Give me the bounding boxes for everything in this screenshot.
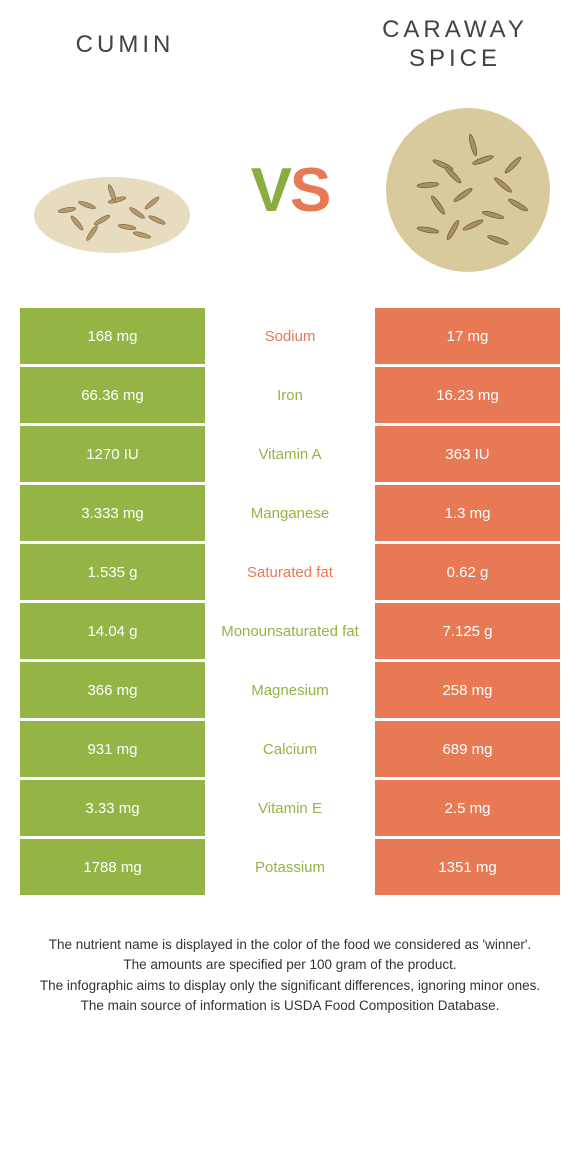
value-right: 1351 mg bbox=[375, 839, 560, 895]
vs-s: S bbox=[290, 156, 329, 225]
value-right: 2.5 mg bbox=[375, 780, 560, 836]
vs-v: V bbox=[251, 156, 290, 225]
nutrient-label: Saturated fat bbox=[205, 544, 375, 600]
value-right: 17 mg bbox=[375, 308, 560, 364]
value-right: 16.23 mg bbox=[375, 367, 560, 423]
images-row: VS bbox=[0, 90, 580, 290]
value-right: 689 mg bbox=[375, 721, 560, 777]
value-right: 363 IU bbox=[375, 426, 560, 482]
title-left: CUMIN bbox=[0, 31, 250, 60]
nutrient-label: Monounsaturated fat bbox=[205, 603, 375, 659]
value-left: 3.333 mg bbox=[20, 485, 205, 541]
table-row: 66.36 mgIron16.23 mg bbox=[20, 367, 560, 423]
footer-l3: The infographic aims to display only the… bbox=[30, 976, 550, 996]
value-left: 1788 mg bbox=[20, 839, 205, 895]
table-row: 366 mgMagnesium258 mg bbox=[20, 662, 560, 718]
table-row: 931 mgCalcium689 mg bbox=[20, 721, 560, 777]
value-right: 1.3 mg bbox=[375, 485, 560, 541]
nutrient-label: Magnesium bbox=[205, 662, 375, 718]
footer: The nutrient name is displayed in the co… bbox=[30, 935, 550, 1016]
value-left: 1270 IU bbox=[20, 426, 205, 482]
title-right: CARAWAY SPICE bbox=[330, 16, 580, 74]
nutrient-label: Potassium bbox=[205, 839, 375, 895]
nutrient-label: Vitamin E bbox=[205, 780, 375, 836]
header-row: CUMIN CARAWAY SPICE bbox=[0, 0, 580, 90]
nutrient-label: Calcium bbox=[205, 721, 375, 777]
footer-l4: The main source of information is USDA F… bbox=[30, 996, 550, 1016]
value-left: 366 mg bbox=[20, 662, 205, 718]
nutrient-label: Manganese bbox=[205, 485, 375, 541]
footer-l1: The nutrient name is displayed in the co… bbox=[30, 935, 550, 955]
value-right: 0.62 g bbox=[375, 544, 560, 600]
table-row: 1.535 gSaturated fat0.62 g bbox=[20, 544, 560, 600]
title-right-l2: SPICE bbox=[330, 45, 580, 74]
value-right: 258 mg bbox=[375, 662, 560, 718]
cumin-image bbox=[27, 105, 197, 275]
table-row: 1788 mgPotassium1351 mg bbox=[20, 839, 560, 895]
caraway-image bbox=[383, 105, 553, 275]
footer-l2: The amounts are specified per 100 gram o… bbox=[30, 955, 550, 975]
value-left: 931 mg bbox=[20, 721, 205, 777]
value-right: 7.125 g bbox=[375, 603, 560, 659]
nutrient-label: Sodium bbox=[205, 308, 375, 364]
value-left: 1.535 g bbox=[20, 544, 205, 600]
table-row: 1270 IUVitamin A363 IU bbox=[20, 426, 560, 482]
value-left: 66.36 mg bbox=[20, 367, 205, 423]
value-left: 3.33 mg bbox=[20, 780, 205, 836]
value-left: 168 mg bbox=[20, 308, 205, 364]
vs-badge: VS bbox=[251, 155, 330, 226]
title-right-l1: CARAWAY bbox=[330, 16, 580, 45]
table-row: 14.04 gMonounsaturated fat7.125 g bbox=[20, 603, 560, 659]
comparison-table: 168 mgSodium17 mg66.36 mgIron16.23 mg127… bbox=[20, 308, 560, 895]
table-row: 3.333 mgManganese1.3 mg bbox=[20, 485, 560, 541]
table-row: 3.33 mgVitamin E2.5 mg bbox=[20, 780, 560, 836]
value-left: 14.04 g bbox=[20, 603, 205, 659]
table-row: 168 mgSodium17 mg bbox=[20, 308, 560, 364]
nutrient-label: Vitamin A bbox=[205, 426, 375, 482]
nutrient-label: Iron bbox=[205, 367, 375, 423]
